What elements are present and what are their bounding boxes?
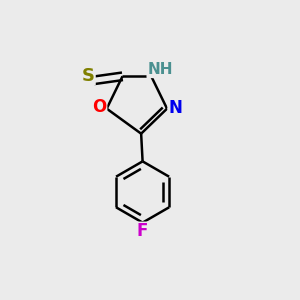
Text: S: S (82, 67, 95, 85)
Text: N: N (168, 99, 182, 117)
Text: F: F (137, 222, 148, 240)
Text: O: O (92, 98, 106, 116)
Text: NH: NH (147, 62, 173, 77)
